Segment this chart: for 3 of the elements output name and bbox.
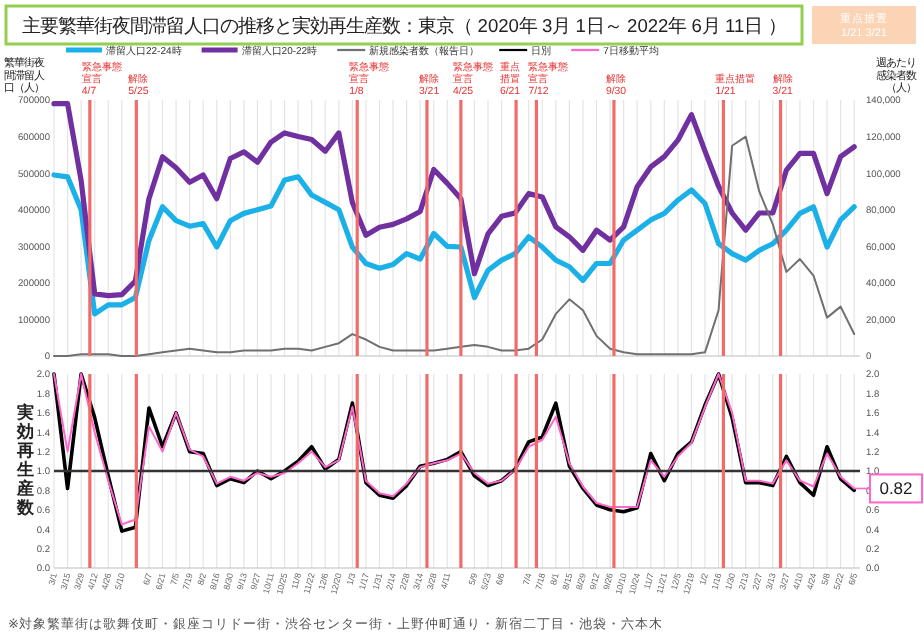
y-axis-title: 実効再生産数 — [15, 402, 37, 517]
chart-title: 主要繁華街夜間滞留人口の推移と実効再生産数：東京（ 2020年 3月 1日～ 2022年 6月 11日 ） — [22, 16, 786, 36]
annotation: 0.82 — [879, 478, 914, 499]
